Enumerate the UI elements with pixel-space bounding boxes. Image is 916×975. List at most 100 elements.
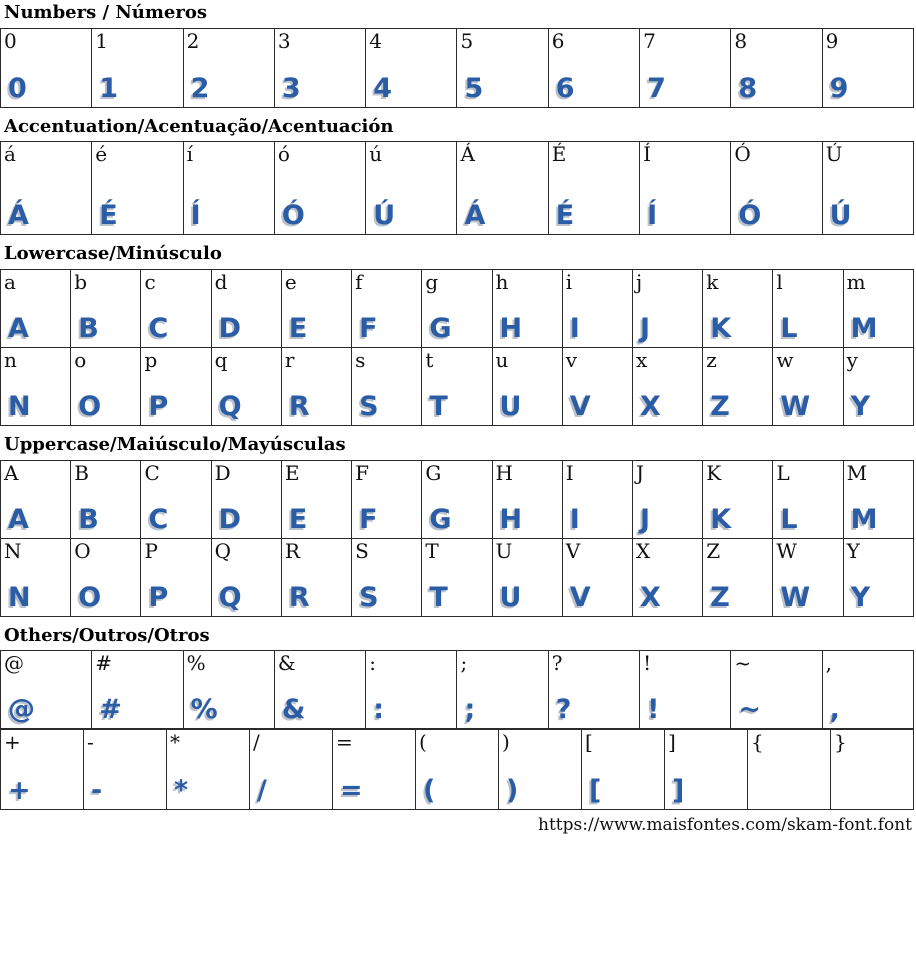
font-sample-glyph: Ó <box>738 200 762 232</box>
font-sample-glyph: Ú <box>373 200 396 232</box>
font-sample-glyph: Í <box>647 200 658 232</box>
reference-char: R <box>284 538 300 563</box>
font-sample-glyph: U <box>499 391 522 423</box>
font-sample-glyph: L <box>780 503 798 535</box>
reference-char: J <box>635 460 644 485</box>
font-sample-glyph: 5 <box>464 72 484 104</box>
reference-char: b <box>74 270 88 295</box>
reference-char: M <box>846 460 868 485</box>
glyph-cell: )) <box>498 729 582 811</box>
font-sample-glyph: D <box>218 503 242 535</box>
font-sample-glyph: [ <box>589 775 602 807</box>
font-sample-glyph: R <box>288 581 310 613</box>
font-sample-glyph: N <box>8 581 31 613</box>
font-sample-glyph: M <box>850 503 878 535</box>
reference-char: 5 <box>460 28 474 53</box>
font-sample-glyph: V <box>569 391 591 423</box>
font-sample-glyph: ~ <box>738 694 761 726</box>
font-sample-glyph: 0 <box>8 72 27 104</box>
reference-char: v <box>565 348 578 373</box>
font-sample-glyph: K <box>710 503 732 535</box>
reference-char: x <box>635 348 648 373</box>
font-sample-glyph: 6 <box>555 72 575 104</box>
font-sample-glyph: W <box>780 581 811 613</box>
reference-char: f <box>355 270 363 295</box>
font-sample-glyph: O <box>78 391 102 423</box>
reference-char: r <box>284 348 295 373</box>
section-title-lowercase: Lowercase/Minúsculo <box>4 243 222 265</box>
font-sample-glyph: ] <box>672 775 685 807</box>
font-sample-glyph: A <box>8 313 29 345</box>
font-sample-glyph: ; <box>464 694 476 726</box>
font-sample-glyph: W <box>780 391 811 423</box>
glyph-cell-inner: !! <box>641 652 730 728</box>
font-sample-glyph: 7 <box>647 72 666 104</box>
reference-char: & <box>277 651 296 676</box>
font-sample-glyph: Í <box>190 200 201 232</box>
reference-char: [ <box>585 730 593 755</box>
reference-char: * <box>170 730 180 755</box>
font-sample-glyph: Z <box>710 581 730 613</box>
reference-char: k <box>706 270 719 295</box>
reference-char: S <box>355 538 369 563</box>
reference-char: ó <box>277 142 290 167</box>
glyph-cell-inner: :: <box>367 652 456 728</box>
font-sample-glyph: C <box>148 503 169 535</box>
reference-char: j <box>635 270 643 295</box>
font-sample-glyph: N <box>8 391 31 423</box>
reference-char: 7 <box>643 28 656 53</box>
reference-char: n <box>4 348 17 373</box>
font-sample-glyph: H <box>499 313 523 345</box>
glyph-cell: } <box>830 729 914 811</box>
font-sample-glyph: H <box>499 503 523 535</box>
font-sample-glyph: Y <box>850 581 871 613</box>
font-sample-glyph: R <box>288 391 310 423</box>
glyph-cell: / / <box>249 729 333 811</box>
font-sample-glyph: 8 <box>738 72 758 104</box>
reference-char: D <box>214 460 231 485</box>
font-sample-glyph: Á <box>8 200 29 232</box>
reference-char: @ <box>4 651 24 676</box>
glyph-cell: ?? <box>547 650 641 730</box>
